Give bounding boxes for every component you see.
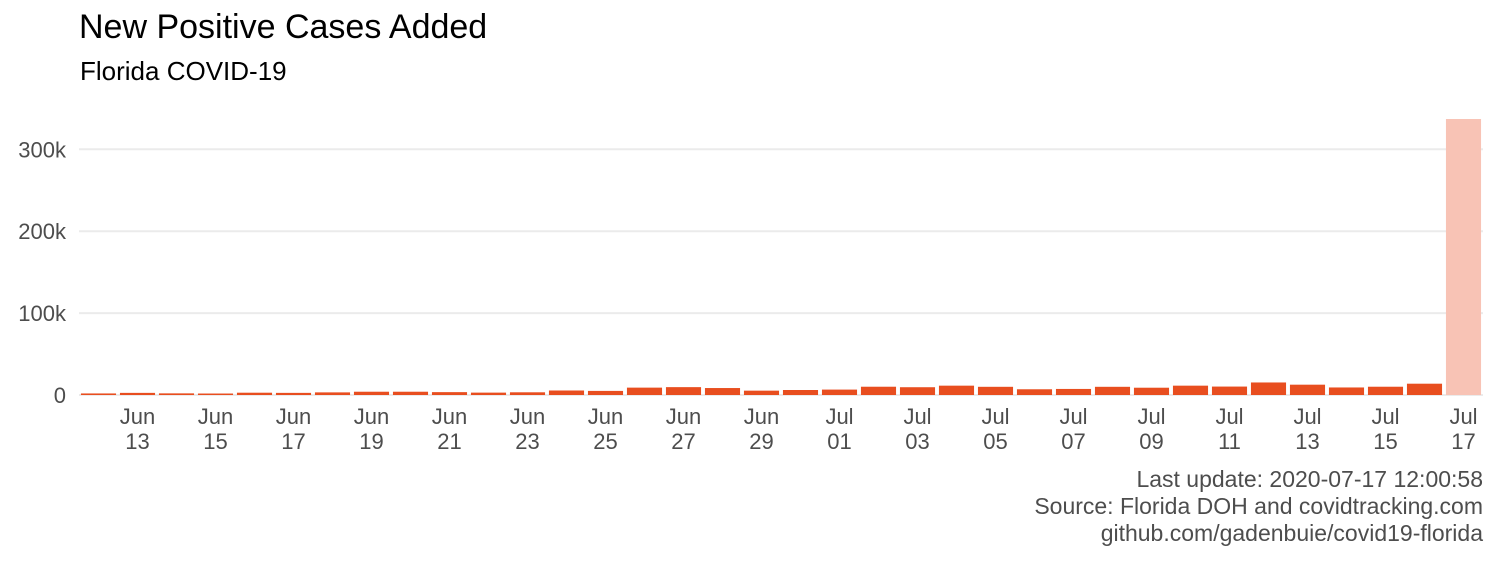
x-tick-label: Jul 13 [1293,404,1321,454]
x-tick-label: Jul 09 [1137,404,1165,454]
bar [782,390,819,395]
bar [353,391,390,395]
y-tick-label: 200k [18,219,67,244]
bar [704,388,741,395]
bar [1211,386,1248,395]
x-tick-label: Jun 17 [276,404,311,454]
grid-lines [79,148,1483,396]
bar [509,392,546,395]
caption-last-update: Last update: 2020-07-17 12:00:58 [1136,466,1483,492]
y-tick-label: 300k [18,137,67,162]
bar [236,392,273,395]
x-tick-label: Jul 17 [1449,404,1477,454]
caption-repo: github.com/gadenbuie/covid19-florida [1100,520,1483,546]
bar [626,387,663,395]
bar [392,391,429,395]
bar [1250,382,1287,395]
bar [1094,386,1131,395]
bar [1367,386,1404,395]
bar [587,390,624,395]
x-tick-label: Jun 23 [510,404,545,454]
bar [938,385,975,395]
bar [743,390,780,395]
bar-highlighted [1445,119,1482,395]
bar [665,387,702,395]
bar [1172,385,1209,395]
bar [977,386,1014,395]
bar [899,387,936,395]
x-tick-label: Jun 25 [588,404,623,454]
x-tick-label: Jul 01 [825,404,853,454]
bar [1133,387,1170,395]
y-axis-labels: 0 100k 200k 300k [18,137,67,408]
bar [1289,384,1326,395]
y-tick-label: 0 [54,383,66,408]
bar [1328,387,1365,395]
chart-subtitle: Florida COVID-19 [80,56,287,86]
bar [470,392,507,395]
chart-title: New Positive Cases Added [79,8,488,46]
bar [275,392,312,395]
bar [158,393,195,395]
x-tick-label: Jun 19 [354,404,389,454]
bar [1406,383,1443,395]
bar [860,386,897,395]
x-tick-label: Jun 29 [744,404,779,454]
caption-source: Source: Florida DOH and covidtracking.co… [1034,493,1483,519]
x-tick-label: Jul 07 [1059,404,1087,454]
bar [197,393,234,395]
x-tick-label: Jul 05 [981,404,1009,454]
x-tick-label: Jun 27 [666,404,701,454]
bar [80,393,117,395]
x-tick-label: Jun 21 [432,404,467,454]
bar [1055,388,1092,395]
x-axis-labels: Jun 13 Jun 15 Jun 17 Jun 19 Jun 21 Jun 23 Jun 25 Jun 27… [120,404,1478,454]
bar [314,392,351,395]
bar [431,392,468,395]
bar [1016,389,1053,395]
bars [80,119,1482,395]
x-tick-label: Jun 15 [198,404,233,454]
x-tick-label: Jul 03 [903,404,931,454]
x-tick-label: Jul 11 [1215,404,1243,454]
caption: Last update: 2020-07-17 12:00:58 Source:… [1034,466,1483,547]
bar [548,390,585,395]
bar [119,392,156,395]
y-tick-label: 100k [18,301,67,326]
x-tick-label: Jun 13 [120,404,155,454]
bar [821,389,858,395]
x-tick-label: Jul 15 [1371,404,1399,454]
